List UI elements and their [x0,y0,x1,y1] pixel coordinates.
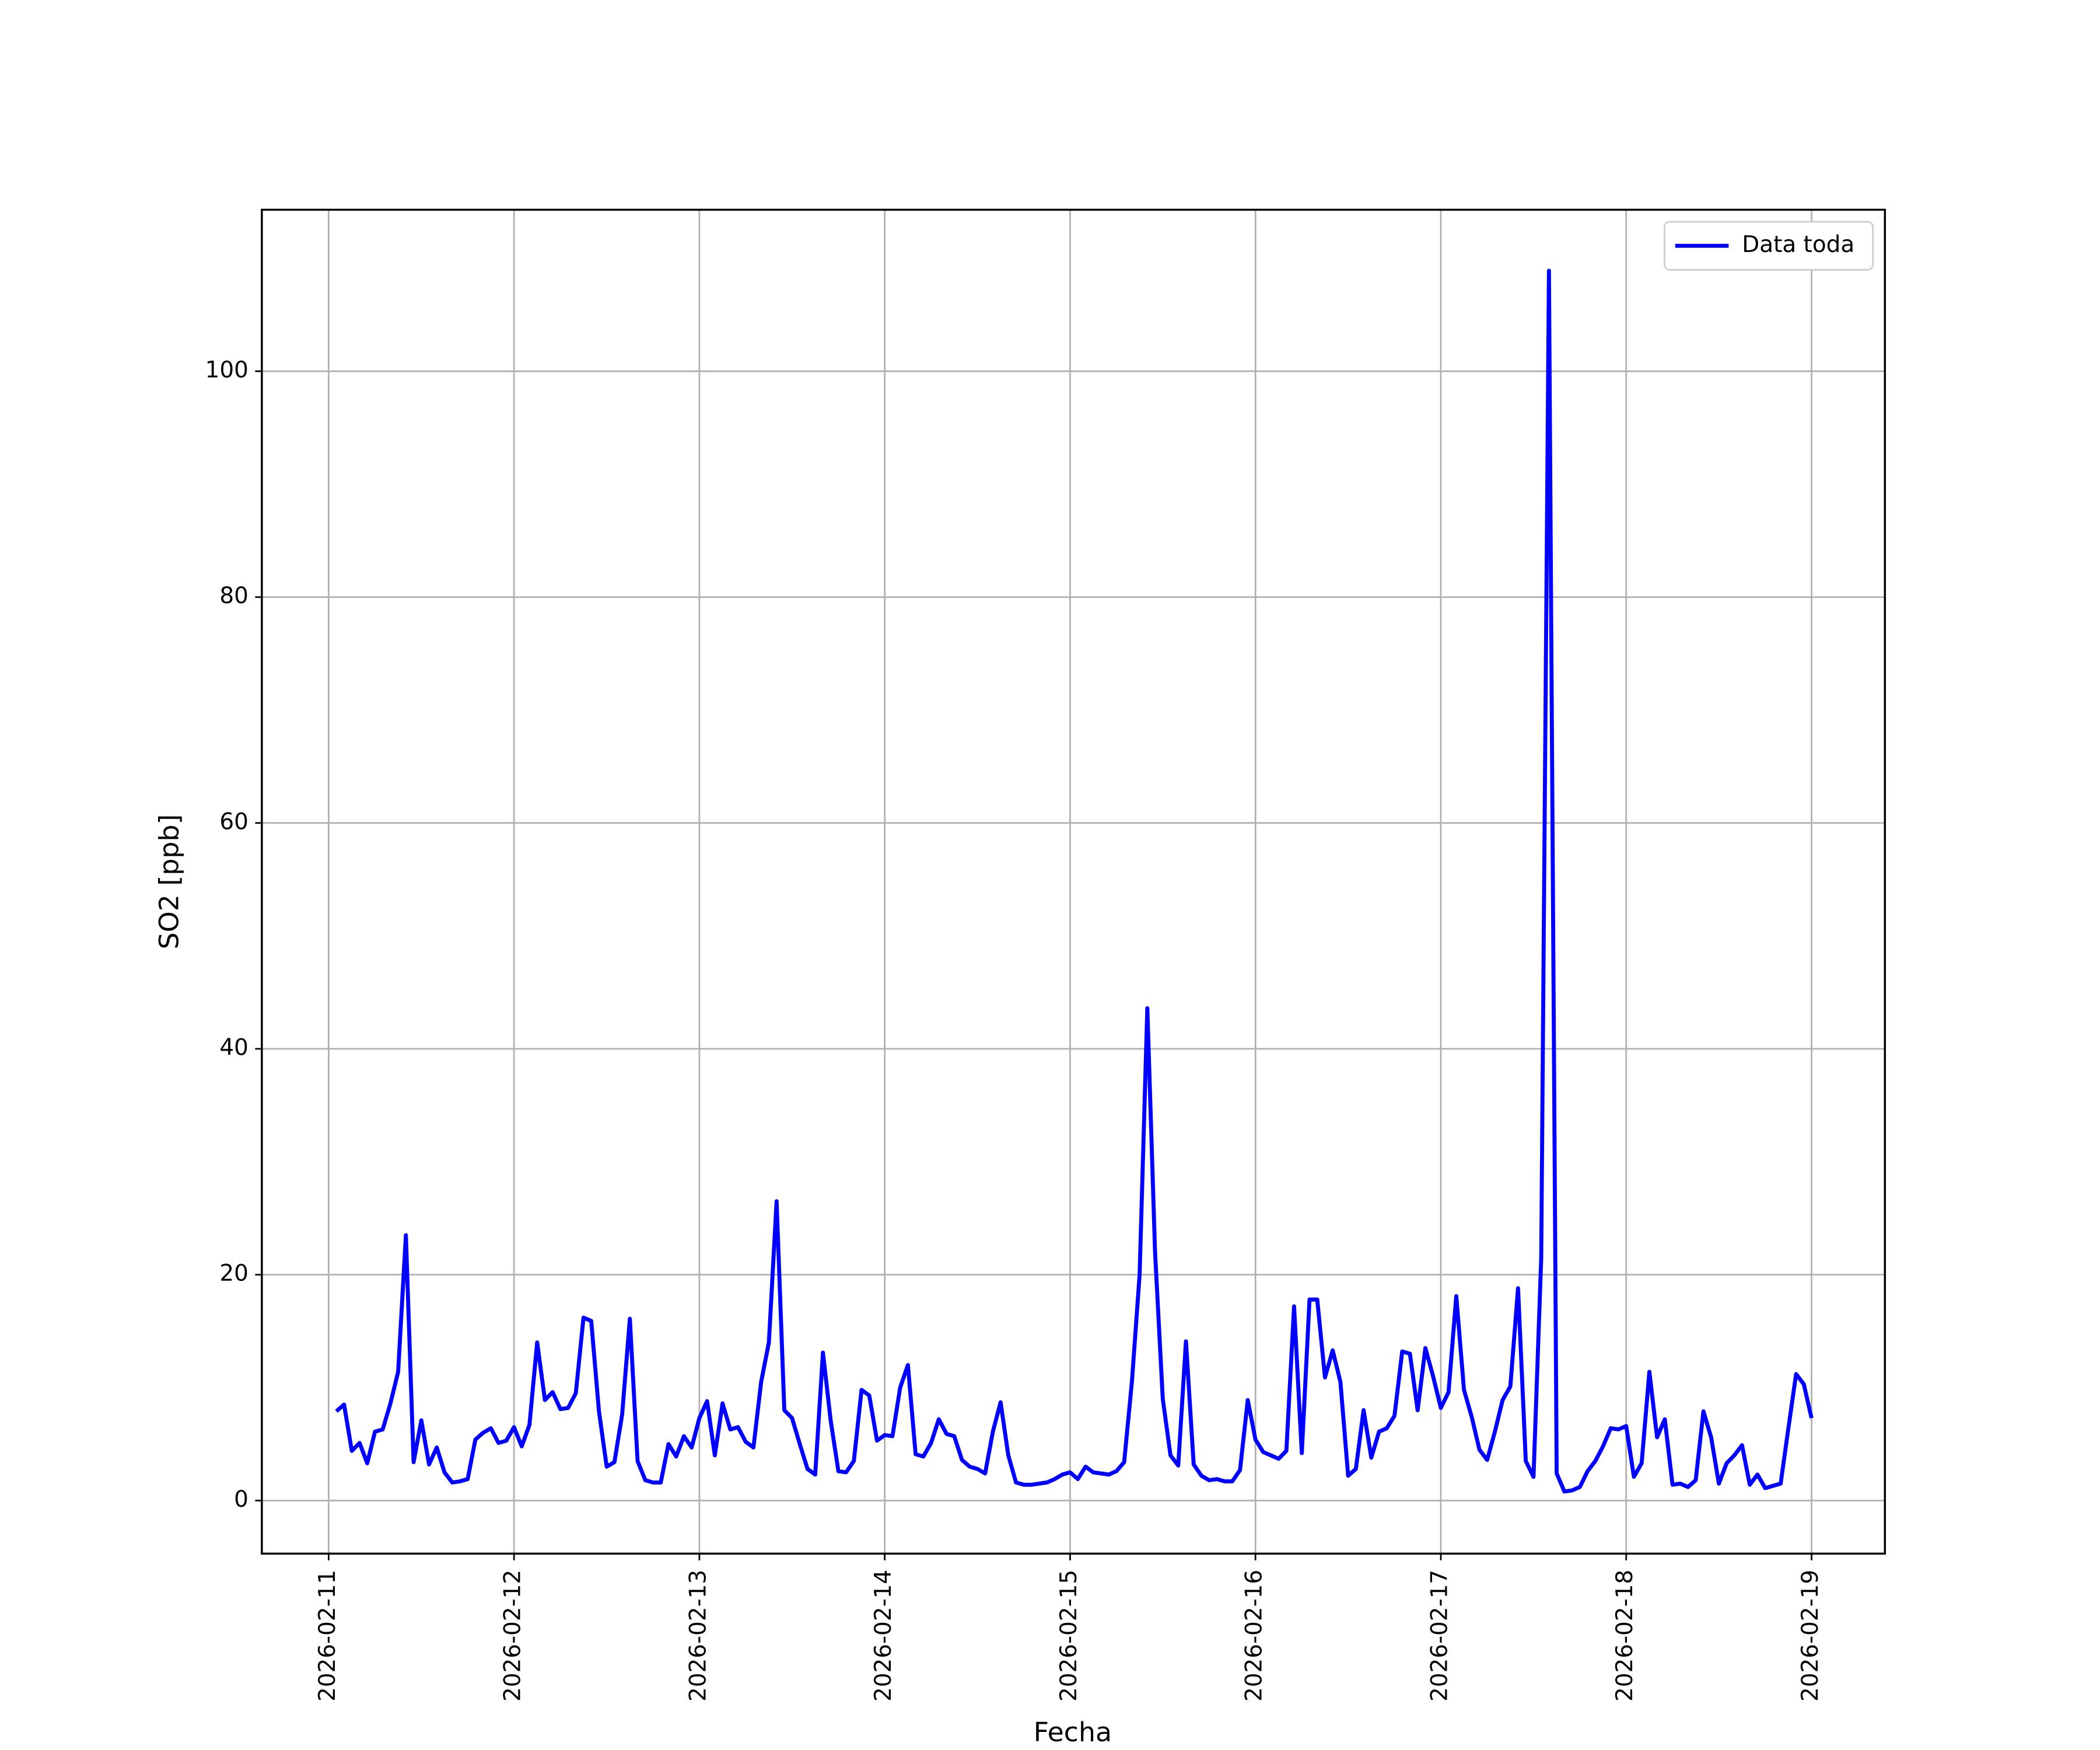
x-tick-label: 2026-02-19 [1797,1570,1824,1702]
y-tick-label: 80 [219,583,249,609]
x-tick-label: 2026-02-11 [314,1570,341,1702]
x-tick-label: 2026-02-15 [1056,1570,1082,1702]
y-tick-label: 60 [219,808,249,835]
y-axis-label: SO2 [ppb] [153,814,185,950]
x-tick-label: 2026-02-12 [500,1570,526,1702]
x-tick-label: 2026-02-18 [1612,1570,1638,1702]
x-tick-label: 2026-02-14 [870,1570,897,1702]
data-line [335,268,1814,1494]
y-tick-label: 20 [219,1261,249,1287]
y-tick-label: 100 [205,357,249,383]
x-axis-label: Fecha [1034,1716,1112,1748]
plot-frame [261,208,1887,1555]
x-tick-label: 2026-02-13 [685,1570,711,1702]
x-tick-label: 2026-02-16 [1241,1570,1268,1702]
y-tick-label: 0 [234,1486,249,1513]
y-tick-label: 40 [219,1034,249,1060]
legend-label: Data toda [1742,232,1854,258]
x-tick-label: 2026-02-17 [1426,1570,1452,1702]
legend-box [1664,220,1874,271]
